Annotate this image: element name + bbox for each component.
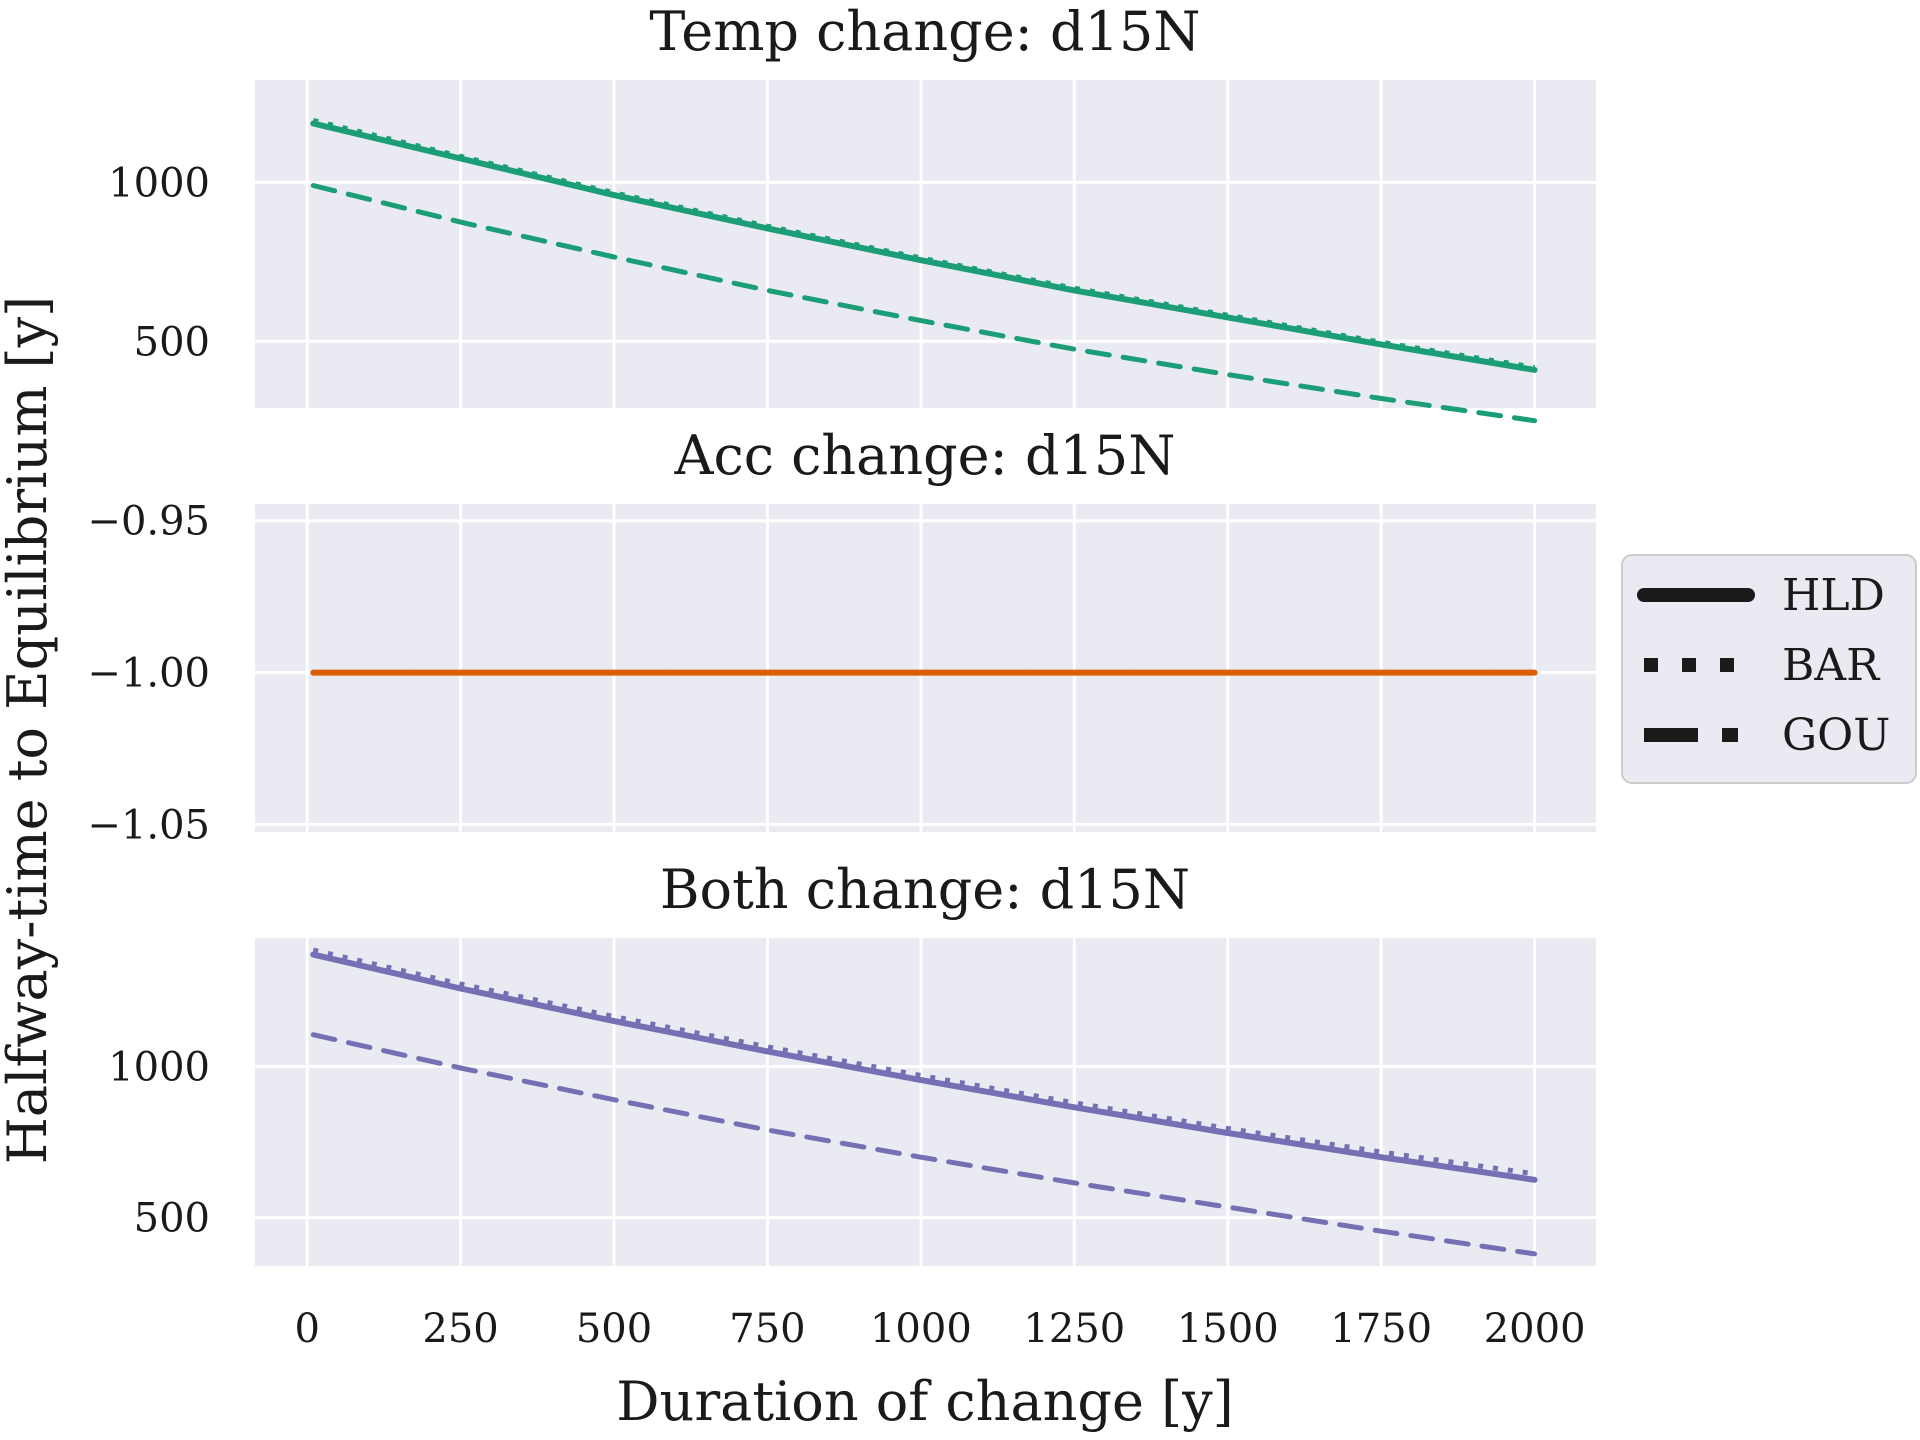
legend: HLD BAR GOU bbox=[1621, 554, 1917, 784]
x-tick-label-2: 500 bbox=[576, 1306, 652, 1352]
panel-temp-ytick-label-1: 1000 bbox=[108, 160, 210, 206]
panel-temp-lines bbox=[310, 117, 1538, 424]
legend-label-hld: HLD bbox=[1782, 570, 1885, 621]
panel-acc: −0.95 −1.00 −1.05 Acc change: d15N bbox=[87, 424, 1596, 848]
x-tick-label-7: 1750 bbox=[1330, 1306, 1432, 1352]
panel-temp: 500 1000 Temp change: d15N bbox=[108, 0, 1596, 424]
panel-acc-background bbox=[255, 504, 1596, 832]
legend-entry-bar: BAR bbox=[1644, 640, 1881, 691]
legend-entry-hld: HLD bbox=[1637, 570, 1885, 621]
panel-both-grid bbox=[255, 938, 1596, 1266]
panel-temp-line-bar bbox=[312, 117, 1536, 370]
panel-temp-yticks: 500 1000 bbox=[108, 160, 210, 365]
panel-acc-yticks: −0.95 −1.00 −1.05 bbox=[87, 499, 210, 849]
x-tick-label-8: 2000 bbox=[1484, 1306, 1586, 1352]
x-tick-label-6: 1500 bbox=[1177, 1306, 1279, 1352]
x-tick-label-4: 1000 bbox=[870, 1306, 972, 1352]
x-tick-label-3: 750 bbox=[729, 1306, 805, 1352]
panel-both-line-bar bbox=[312, 947, 1535, 1177]
panel-both-line-gou bbox=[310, 1032, 1538, 1257]
y-axis-label: Halfway-time to Equilibrium [y] bbox=[0, 296, 59, 1164]
panel-both-line-hld bbox=[310, 951, 1538, 1183]
legend-label-gou: GOU bbox=[1782, 710, 1890, 761]
panel-both-lines bbox=[310, 947, 1538, 1257]
panel-temp-ytick-label-0: 500 bbox=[134, 319, 210, 365]
panel-temp-line-gou bbox=[310, 183, 1538, 424]
x-tick-label-0: 0 bbox=[294, 1306, 319, 1352]
legend-frame bbox=[1621, 554, 1917, 784]
panel-acc-ytick-label-1: −1.00 bbox=[87, 651, 210, 697]
panel-both: 500 1000 Both change: d15N bbox=[108, 858, 1596, 1266]
panel-temp-background bbox=[255, 80, 1596, 408]
x-axis-label: Duration of change [y] bbox=[616, 1370, 1234, 1433]
panel-both-ytick-label-1: 1000 bbox=[108, 1044, 210, 1090]
x-axis-ticks: 0 250 500 750 1000 1250 1500 1750 2000 bbox=[294, 1306, 1585, 1352]
x-tick-label-5: 1250 bbox=[1023, 1306, 1125, 1352]
panel-acc-ytick-label-2: −1.05 bbox=[87, 802, 210, 848]
panel-both-title: Both change: d15N bbox=[660, 858, 1190, 921]
panel-temp-title: Temp change: d15N bbox=[649, 0, 1200, 63]
legend-label-bar: BAR bbox=[1782, 640, 1881, 691]
panel-both-yticks: 500 1000 bbox=[108, 1044, 210, 1241]
legend-entry-gou: GOU bbox=[1644, 710, 1890, 761]
panel-acc-title: Acc change: d15N bbox=[673, 424, 1175, 487]
x-tick-label-1: 250 bbox=[422, 1306, 498, 1352]
panel-acc-ytick-label-0: −0.95 bbox=[87, 499, 210, 545]
panel-both-ytick-label-0: 500 bbox=[134, 1196, 210, 1242]
